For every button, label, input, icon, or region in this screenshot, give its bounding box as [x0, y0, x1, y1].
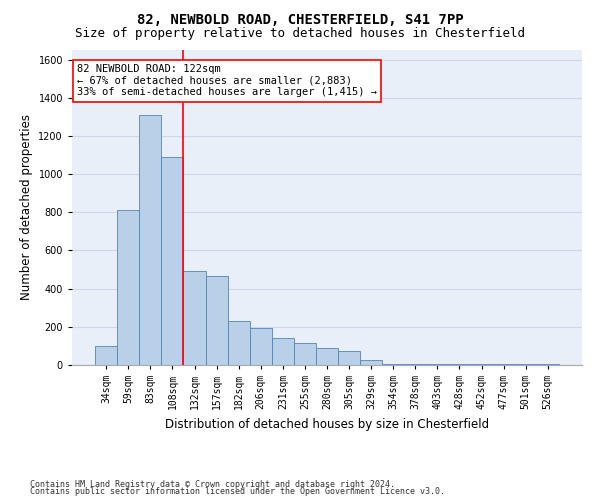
Bar	[470, 364, 493, 365]
Bar	[227, 321, 250, 365]
Bar	[294, 343, 316, 365]
Bar	[161, 157, 184, 365]
Bar	[404, 364, 427, 365]
Bar	[206, 276, 227, 365]
Bar	[427, 364, 448, 365]
Bar	[184, 272, 206, 365]
Y-axis label: Number of detached properties: Number of detached properties	[20, 114, 33, 300]
Bar	[493, 364, 515, 365]
Bar	[537, 364, 559, 365]
Bar	[338, 350, 360, 365]
Bar	[139, 115, 161, 365]
Text: Size of property relative to detached houses in Chesterfield: Size of property relative to detached ho…	[75, 28, 525, 40]
Text: 82, NEWBOLD ROAD, CHESTERFIELD, S41 7PP: 82, NEWBOLD ROAD, CHESTERFIELD, S41 7PP	[137, 12, 463, 26]
Bar	[360, 360, 382, 365]
Text: Contains HM Land Registry data © Crown copyright and database right 2024.: Contains HM Land Registry data © Crown c…	[30, 480, 395, 489]
Bar	[250, 328, 272, 365]
Bar	[117, 210, 139, 365]
Bar	[448, 364, 470, 365]
Text: 82 NEWBOLD ROAD: 122sqm
← 67% of detached houses are smaller (2,883)
33% of semi: 82 NEWBOLD ROAD: 122sqm ← 67% of detache…	[77, 64, 377, 98]
Bar	[382, 364, 404, 365]
Bar	[316, 348, 338, 365]
Bar	[272, 338, 294, 365]
Bar	[515, 364, 537, 365]
X-axis label: Distribution of detached houses by size in Chesterfield: Distribution of detached houses by size …	[165, 418, 489, 430]
Text: Contains public sector information licensed under the Open Government Licence v3: Contains public sector information licen…	[30, 487, 445, 496]
Bar	[95, 346, 117, 365]
